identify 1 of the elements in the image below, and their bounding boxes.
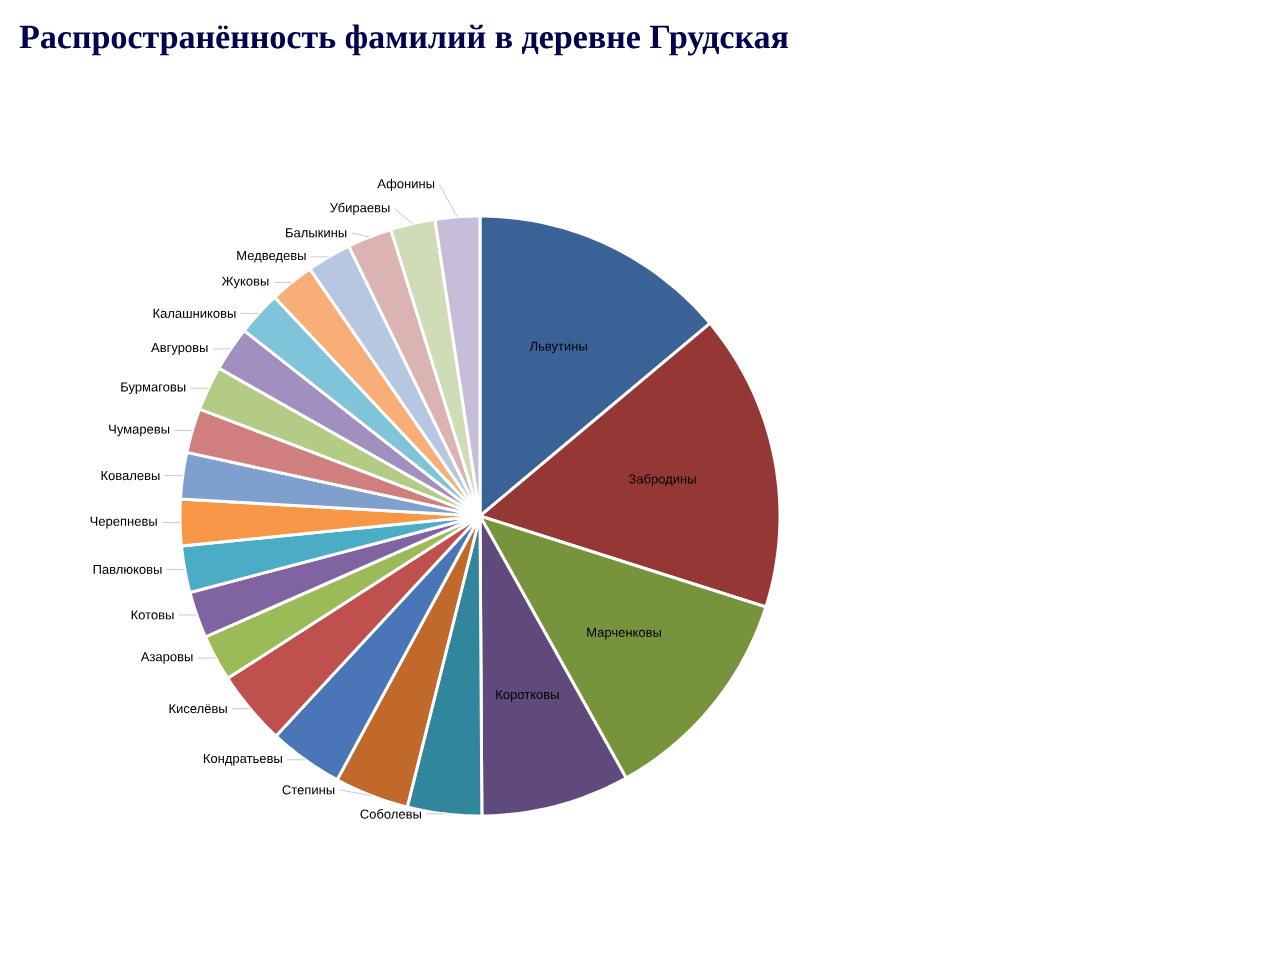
chart-title: Распространённость фамилий в деревне Грудская — [19, 24, 789, 56]
